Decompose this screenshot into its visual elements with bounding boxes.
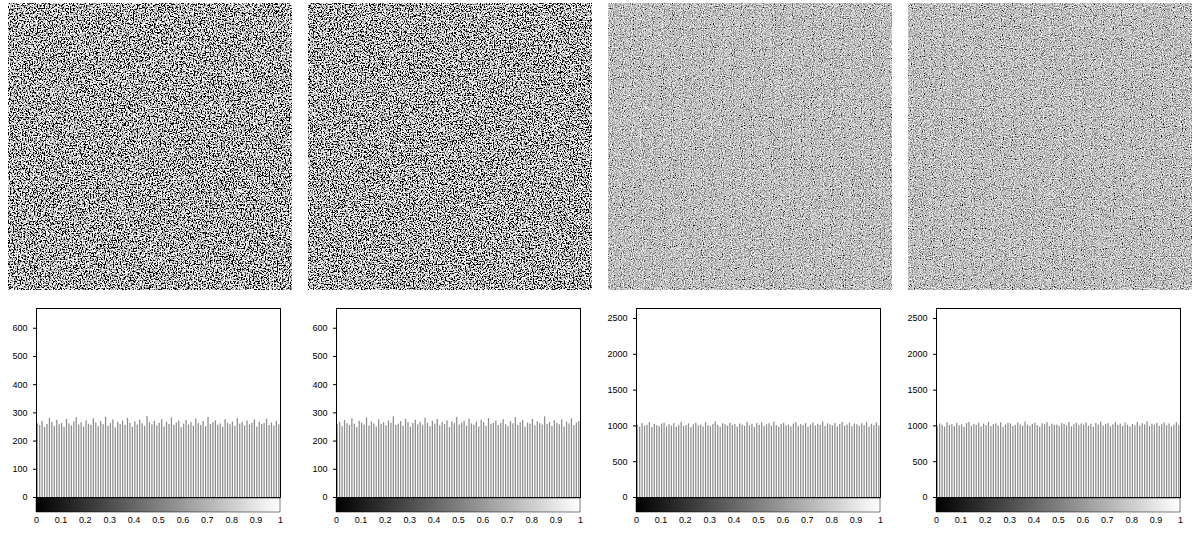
svg-text:0: 0 [622,492,627,502]
svg-text:1: 1 [1178,515,1183,525]
svg-text:0.1: 0.1 [655,515,668,525]
svg-text:0.8: 0.8 [825,515,838,525]
svg-text:1: 1 [578,515,583,525]
svg-text:0.9: 0.9 [250,515,263,525]
svg-text:0.9: 0.9 [1150,515,1163,525]
svg-text:2500: 2500 [607,313,627,323]
svg-text:0.5: 0.5 [152,515,165,525]
svg-text:500: 500 [12,351,27,361]
svg-text:500: 500 [912,457,927,467]
svg-text:0.4: 0.4 [428,515,441,525]
svg-text:0.3: 0.3 [403,515,416,525]
svg-text:0.1: 0.1 [55,515,68,525]
svg-text:0.8: 0.8 [225,515,238,525]
svg-text:0.2: 0.2 [979,515,992,525]
svg-text:0.6: 0.6 [777,515,790,525]
svg-text:0.3: 0.3 [703,515,716,525]
svg-text:2500: 2500 [907,313,927,323]
svg-text:600: 600 [12,323,27,333]
svg-text:0.8: 0.8 [525,515,538,525]
svg-text:0.7: 0.7 [801,515,814,525]
svg-text:1: 1 [278,515,283,525]
svg-text:100: 100 [12,464,27,474]
svg-text:0.7: 0.7 [501,515,514,525]
svg-text:0.1: 0.1 [355,515,368,525]
svg-text:0.6: 0.6 [177,515,190,525]
svg-text:1500: 1500 [907,385,927,395]
svg-text:400: 400 [12,380,27,390]
svg-text:0.9: 0.9 [550,515,563,525]
svg-text:1000: 1000 [607,421,627,431]
svg-text:2000: 2000 [907,349,927,359]
svg-text:200: 200 [12,436,27,446]
svg-text:0.2: 0.2 [379,515,392,525]
svg-text:0.4: 0.4 [1028,515,1041,525]
svg-text:0.4: 0.4 [728,515,741,525]
svg-text:0.6: 0.6 [1077,515,1090,525]
svg-text:0.4: 0.4 [128,515,141,525]
svg-text:500: 500 [612,457,627,467]
svg-text:0: 0 [634,515,639,525]
svg-text:300: 300 [12,408,27,418]
svg-text:500: 500 [312,351,327,361]
svg-text:600: 600 [312,323,327,333]
svg-text:0: 0 [334,515,339,525]
svg-text:2000: 2000 [607,349,627,359]
svg-text:0.7: 0.7 [201,515,214,525]
svg-text:200: 200 [312,436,327,446]
svg-text:0.5: 0.5 [452,515,465,525]
svg-text:0.2: 0.2 [679,515,692,525]
svg-text:1: 1 [878,515,883,525]
svg-text:0.6: 0.6 [477,515,490,525]
svg-text:300: 300 [312,408,327,418]
svg-text:0: 0 [922,492,927,502]
svg-text:0.7: 0.7 [1101,515,1114,525]
svg-text:0.5: 0.5 [1052,515,1065,525]
svg-text:0.3: 0.3 [1003,515,1016,525]
svg-text:0.9: 0.9 [850,515,863,525]
svg-text:0: 0 [34,515,39,525]
svg-text:1500: 1500 [607,385,627,395]
svg-text:1000: 1000 [907,421,927,431]
svg-text:0.2: 0.2 [79,515,92,525]
svg-text:100: 100 [312,464,327,474]
svg-text:0.8: 0.8 [1125,515,1138,525]
svg-text:0.3: 0.3 [103,515,116,525]
svg-text:0: 0 [322,492,327,502]
svg-text:0: 0 [22,492,27,502]
svg-text:0: 0 [934,515,939,525]
svg-text:0.5: 0.5 [752,515,765,525]
svg-text:400: 400 [312,380,327,390]
svg-text:0.1: 0.1 [955,515,968,525]
